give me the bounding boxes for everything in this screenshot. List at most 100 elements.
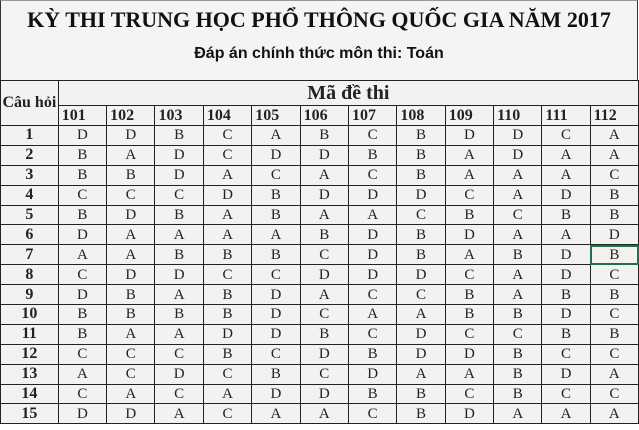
answer-cell[interactable]: D [57, 125, 108, 146]
answer-cell[interactable]: B [57, 164, 108, 186]
answer-cell[interactable]: B [106, 164, 156, 186]
answer-cell[interactable]: C [444, 323, 495, 345]
answer-cell[interactable]: B [444, 284, 495, 306]
answer-cell[interactable]: D [106, 125, 156, 146]
answer-cell[interactable]: C [396, 204, 446, 226]
answer-cell[interactable]: A [541, 164, 591, 186]
answer-cell[interactable]: B [396, 164, 446, 186]
answer-cell[interactable]: A [444, 363, 495, 385]
answer-cell[interactable]: A [106, 144, 156, 166]
answer-cell[interactable]: C [299, 244, 349, 266]
answer-cell[interactable]: C [444, 264, 495, 286]
answer-cell[interactable]: A [106, 224, 156, 246]
question-number[interactable]: 12 [0, 343, 59, 365]
answer-cell[interactable]: D [106, 403, 156, 425]
answer-cell[interactable]: D [541, 184, 591, 206]
answer-cell[interactable]: D [202, 323, 253, 345]
answer-cell[interactable]: C [106, 343, 156, 365]
answer-cell[interactable]: B [541, 204, 591, 226]
answer-cell[interactable]: C [347, 403, 398, 425]
answer-cell[interactable]: C [541, 125, 591, 146]
answer-cell[interactable]: D [57, 403, 108, 425]
answer-cell[interactable]: D [154, 164, 204, 186]
exam-code-header[interactable]: 101 [57, 105, 108, 126]
exam-code-header[interactable]: 109 [444, 105, 495, 126]
answer-cell[interactable]: A [299, 403, 349, 425]
answer-cell[interactable]: C [251, 343, 301, 365]
answer-cell[interactable]: A [299, 164, 349, 186]
answer-cell[interactable]: B [541, 284, 591, 306]
answer-cell[interactable]: B [202, 284, 253, 306]
answer-cell[interactable]: B [589, 323, 639, 345]
answer-cell[interactable]: C [154, 184, 204, 206]
answer-cell[interactable]: C [347, 284, 398, 306]
question-number[interactable]: 11 [0, 323, 59, 345]
answer-cell[interactable]: D [347, 184, 398, 206]
answer-cell[interactable]: B [154, 304, 204, 325]
answer-cell[interactable]: B [396, 224, 446, 246]
answer-cell[interactable]: A [541, 224, 591, 246]
answer-cell[interactable]: A [106, 244, 156, 266]
exam-code-group-header[interactable]: Mã đề thi [57, 80, 639, 106]
answer-cell[interactable]: D [251, 383, 301, 405]
answer-cell[interactable]: D [396, 184, 446, 206]
answer-cell[interactable]: C [57, 264, 108, 286]
question-number[interactable]: 13 [0, 363, 59, 385]
answer-cell[interactable]: C [589, 264, 639, 286]
answer-cell[interactable]: A [493, 184, 543, 206]
exam-code-header[interactable]: 105 [251, 105, 301, 126]
exam-code-header[interactable]: 103 [154, 105, 204, 126]
answer-cell[interactable]: A [396, 304, 446, 325]
answer-cell[interactable]: C [493, 323, 543, 345]
answer-cell[interactable]: A [444, 244, 495, 266]
answer-cell[interactable]: D [202, 184, 253, 206]
answer-cell[interactable]: D [154, 144, 204, 166]
answer-cell[interactable]: D [106, 264, 156, 286]
answer-cell[interactable]: D [347, 244, 398, 266]
answer-cell[interactable]: C [541, 383, 591, 405]
answer-cell[interactable]: B [251, 244, 301, 266]
answer-cell[interactable]: D [106, 204, 156, 226]
answer-cell[interactable]: D [299, 144, 349, 166]
answer-cell[interactable]: A [347, 204, 398, 226]
answer-cell[interactable]: D [347, 264, 398, 286]
answer-cell[interactable]: D [493, 144, 543, 166]
answer-cell[interactable]: A [202, 164, 253, 186]
answer-cell[interactable]: A [202, 224, 253, 246]
exam-code-header[interactable]: 110 [493, 105, 543, 126]
answer-cell[interactable]: D [541, 244, 591, 266]
answer-cell[interactable]: B [347, 343, 398, 365]
answer-cell[interactable]: C [589, 304, 639, 325]
exam-code-header[interactable]: 108 [396, 105, 446, 126]
answer-cell[interactable]: C [57, 343, 108, 365]
answer-cell[interactable]: B [202, 244, 253, 266]
question-number[interactable]: 14 [0, 383, 59, 405]
answer-cell[interactable]: A [154, 284, 204, 306]
question-number[interactable]: 6 [0, 224, 59, 246]
question-number[interactable]: 5 [0, 204, 59, 226]
answer-cell[interactable]: B [154, 125, 204, 146]
answer-cell[interactable]: D [444, 403, 495, 425]
answer-cell[interactable]: C [347, 323, 398, 345]
exam-code-header[interactable]: 107 [347, 105, 398, 126]
answer-cell[interactable]: B [154, 204, 204, 226]
answer-cell[interactable]: C [541, 343, 591, 365]
answer-cell[interactable]: A [106, 383, 156, 405]
answer-cell[interactable]: A [57, 363, 108, 385]
answer-cell[interactable]: B [202, 304, 253, 325]
answer-cell[interactable]: A [493, 164, 543, 186]
answer-cell[interactable]: C [106, 363, 156, 385]
answer-cell[interactable]: B [106, 284, 156, 306]
answer-cell[interactable]: B [493, 383, 543, 405]
question-header[interactable]: Câu hỏi [0, 80, 59, 126]
question-number[interactable]: 2 [0, 144, 59, 166]
answer-cell[interactable]: B [299, 125, 349, 146]
answer-cell[interactable]: B [493, 343, 543, 365]
question-number[interactable]: 7 [0, 244, 59, 266]
answer-cell[interactable]: B [57, 304, 108, 325]
answer-cell[interactable]: C [299, 304, 349, 325]
answer-cell[interactable]: D [299, 264, 349, 286]
answer-cell[interactable]: A [541, 144, 591, 166]
answer-cell[interactable]: B [251, 204, 301, 226]
answer-cell[interactable]: C [57, 184, 108, 206]
